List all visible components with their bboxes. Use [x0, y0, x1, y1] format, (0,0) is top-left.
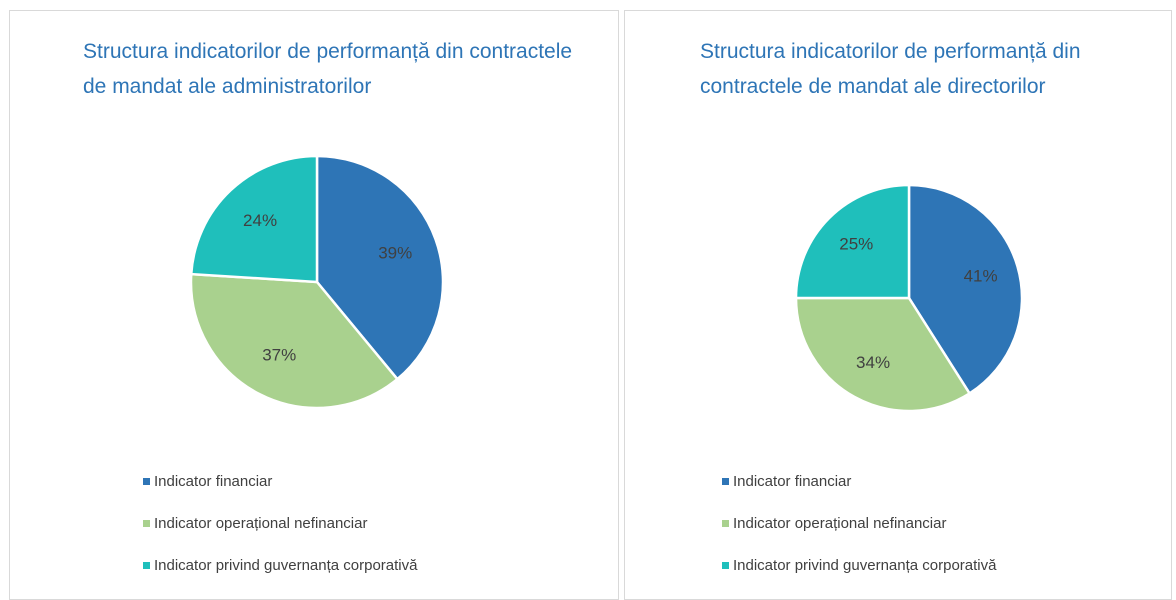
- legend-swatch: [722, 520, 729, 527]
- data-label: 39%: [378, 243, 412, 262]
- data-label: 37%: [262, 346, 296, 365]
- data-label: 25%: [839, 235, 873, 254]
- legend-label: Indicator financiar: [154, 473, 272, 490]
- pie-slice: [794, 296, 972, 413]
- legend-label: Indicator financiar: [733, 473, 851, 490]
- legend-swatch: [143, 562, 150, 569]
- legend-swatch: [143, 478, 150, 485]
- data-label: 41%: [964, 267, 998, 286]
- pie-slice: [189, 154, 319, 284]
- legend-label: Indicator privind guvernanța corporativă: [733, 557, 997, 574]
- data-label: 34%: [856, 353, 890, 372]
- legend-swatch: [722, 478, 729, 485]
- legend-label: Indicator operațional nefinanciar: [733, 515, 946, 532]
- chart-title: Structura indicatorilor de performanță d…: [700, 40, 1081, 98]
- data-label: 24%: [243, 211, 277, 230]
- pie-slice: [315, 154, 445, 381]
- legend-label: Indicator privind guvernanța corporativă: [154, 557, 418, 574]
- pie-slice: [189, 272, 400, 410]
- legend-label: Indicator operațional nefinanciar: [154, 515, 367, 532]
- chart-title: Structura indicatorilor de performanță d…: [83, 40, 573, 98]
- pie-slice: [794, 183, 911, 300]
- legend-swatch: [722, 562, 729, 569]
- legend-swatch: [143, 520, 150, 527]
